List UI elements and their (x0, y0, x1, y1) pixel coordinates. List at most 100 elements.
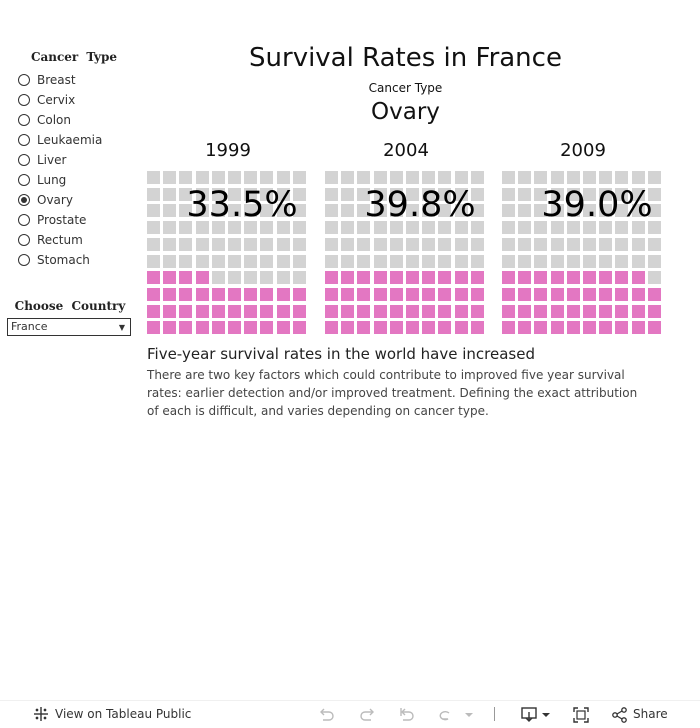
waffle-panel-2004[interactable]: 2004 39.8% (325, 140, 487, 340)
waffle-cell (211, 171, 225, 184)
waffle-cell (550, 187, 564, 201)
radio-unselected-icon[interactable] (18, 234, 30, 246)
waffle-cell (470, 304, 484, 318)
radio-option-rectum[interactable]: Rectum (18, 230, 102, 250)
waffle-cell (518, 287, 532, 301)
waffle-cell (647, 254, 661, 268)
radio-option-breast[interactable]: Breast (18, 70, 102, 90)
radio-option-colon[interactable]: Colon (18, 110, 102, 130)
waffle-cell (163, 287, 177, 301)
waffle-cell (470, 204, 484, 218)
waffle-cell (566, 171, 580, 184)
waffle-cell (373, 187, 387, 201)
waffle-cell (147, 287, 160, 301)
share-icon[interactable] (611, 706, 629, 724)
undo-icon[interactable] (318, 706, 336, 724)
waffle-cell (583, 254, 596, 268)
waffle-cell (325, 321, 338, 335)
radio-unselected-icon[interactable] (18, 174, 30, 186)
waffle-cell (647, 171, 661, 184)
radio-unselected-icon[interactable] (18, 254, 30, 266)
waffle-cell (260, 321, 274, 335)
radio-option-label: Breast (37, 73, 76, 87)
waffle-cell (373, 254, 387, 268)
waffle-cell (470, 237, 484, 251)
waffle-cell (357, 271, 371, 285)
waffle-cell (438, 254, 452, 268)
radio-option-stomach[interactable]: Stomach (18, 250, 102, 270)
fullscreen-icon[interactable] (572, 706, 590, 724)
waffle-cell (615, 187, 629, 201)
waffle-cell (357, 187, 371, 201)
country-dropdown[interactable]: France ▼ (7, 318, 131, 336)
waffle-cell (647, 287, 661, 301)
waffle-cell (179, 187, 193, 201)
view-on-tableau-public-link[interactable]: View on Tableau Public (33, 706, 191, 722)
waffle-cell (260, 237, 274, 251)
waffle-cell (276, 321, 290, 335)
radio-option-prostate[interactable]: Prostate (18, 210, 102, 230)
section-subheading: Five-year survival rates in the world ha… (147, 345, 535, 363)
waffle-cell (147, 321, 160, 335)
waffle-cell (276, 237, 290, 251)
waffle-cell (228, 187, 241, 201)
waffle-cell (357, 237, 371, 251)
radio-unselected-icon[interactable] (18, 74, 30, 86)
radio-selected-icon[interactable] (18, 194, 30, 206)
waffle-cell (325, 237, 338, 251)
panel-percent: 33.5% (186, 185, 298, 225)
refresh-icon[interactable] (436, 706, 454, 724)
waffle-cell (244, 321, 258, 335)
waffle-cell (389, 204, 403, 218)
waffle-cell (341, 187, 355, 201)
radio-option-label: Leukaemia (37, 133, 103, 147)
waffle-cell (211, 271, 225, 285)
waffle-cell (228, 304, 241, 318)
waffle-cell (502, 254, 515, 268)
waffle-cell (357, 304, 371, 318)
radio-option-lung[interactable]: Lung (18, 170, 102, 190)
chevron-down-icon[interactable] (463, 710, 475, 720)
waffle-cell (518, 271, 532, 285)
waffle-cell (357, 204, 371, 218)
waffle-cell (244, 287, 258, 301)
waffle-cell (534, 171, 548, 184)
waffle-panel-1999[interactable]: 1999 33.5% (147, 140, 309, 340)
waffle-cell (502, 171, 515, 184)
waffle-cell (195, 221, 209, 235)
radio-unselected-icon[interactable] (18, 114, 30, 126)
waffle-cell (244, 204, 258, 218)
waffle-cell (534, 304, 548, 318)
radio-option-leukaemia[interactable]: Leukaemia (18, 130, 102, 150)
waffle-cell (195, 287, 209, 301)
radio-option-label: Prostate (37, 213, 87, 227)
radio-option-liver[interactable]: Liver (18, 150, 102, 170)
waffle-cell (518, 221, 532, 235)
redo-icon[interactable] (358, 706, 376, 724)
panel-percent: 39.0% (541, 185, 653, 225)
radio-unselected-icon[interactable] (18, 214, 30, 226)
waffle-cell (179, 304, 193, 318)
waffle-cell (599, 171, 613, 184)
radio-unselected-icon[interactable] (18, 154, 30, 166)
waffle-cell (454, 237, 468, 251)
waffle-cell (647, 187, 661, 201)
waffle-cell (195, 187, 209, 201)
waffle-cell (422, 187, 436, 201)
revert-icon[interactable] (398, 706, 416, 724)
radio-unselected-icon[interactable] (18, 134, 30, 146)
waffle-cell (647, 237, 661, 251)
waffle-cell (163, 171, 177, 184)
radio-option-ovary[interactable]: Ovary (18, 190, 102, 210)
waffle-grid (147, 171, 309, 337)
radio-option-cervix[interactable]: Cervix (18, 90, 102, 110)
waffle-panel-2009[interactable]: 2009 39.0% (502, 140, 664, 340)
waffle-cell (292, 287, 306, 301)
radio-unselected-icon[interactable] (18, 94, 30, 106)
share-button-label[interactable]: Share (633, 707, 668, 721)
waffle-cell (502, 204, 515, 218)
waffle-cell (163, 237, 177, 251)
waffle-cell (357, 171, 371, 184)
waffle-cell (325, 304, 338, 318)
download-icon[interactable] (520, 706, 552, 724)
